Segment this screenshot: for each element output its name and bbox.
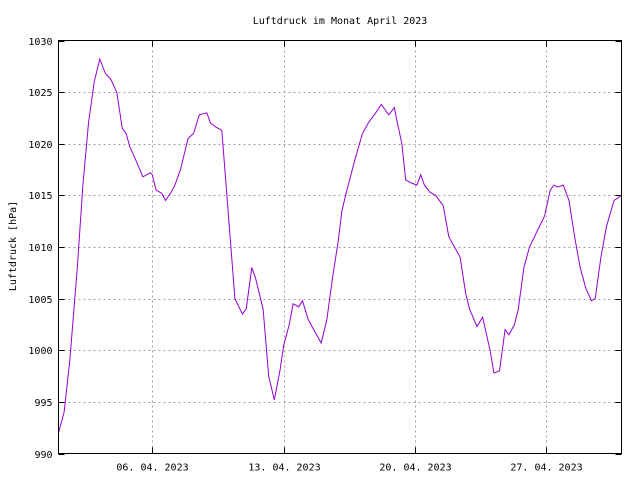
- plot-frame: [58, 40, 622, 454]
- y-tick-label: 1030: [28, 37, 52, 48]
- x-tick-label: 13. 04. 2023: [248, 463, 320, 474]
- grid-layer: [58, 40, 622, 454]
- series-layer: [58, 57, 622, 434]
- chart-title: Luftdruck im Monat April 2023: [253, 16, 428, 27]
- y-tick-label: 1000: [28, 346, 52, 357]
- y-tick-label: 1020: [28, 140, 52, 151]
- ticks-layer: 990 995 1000 1005 1010 1015 1020 1025 1030 06. 04…: [28, 37, 622, 474]
- y-axis-label: Luftdruck [hPa]: [8, 201, 19, 291]
- x-tick-label: 06. 04. 2023: [116, 463, 188, 474]
- y-tick-label: 1025: [28, 88, 52, 99]
- y-tick-label: 995: [34, 398, 52, 409]
- x-tick-label: 27. 04. 2023: [510, 463, 582, 474]
- y-tick-label: 1010: [28, 243, 52, 254]
- pressure-series-line: [58, 57, 622, 434]
- y-tick-label: 990: [34, 450, 52, 461]
- y-tick-label: 1005: [28, 295, 52, 306]
- x-tick-label: 20. 04. 2023: [379, 463, 451, 474]
- y-tick-label: 1015: [28, 191, 52, 202]
